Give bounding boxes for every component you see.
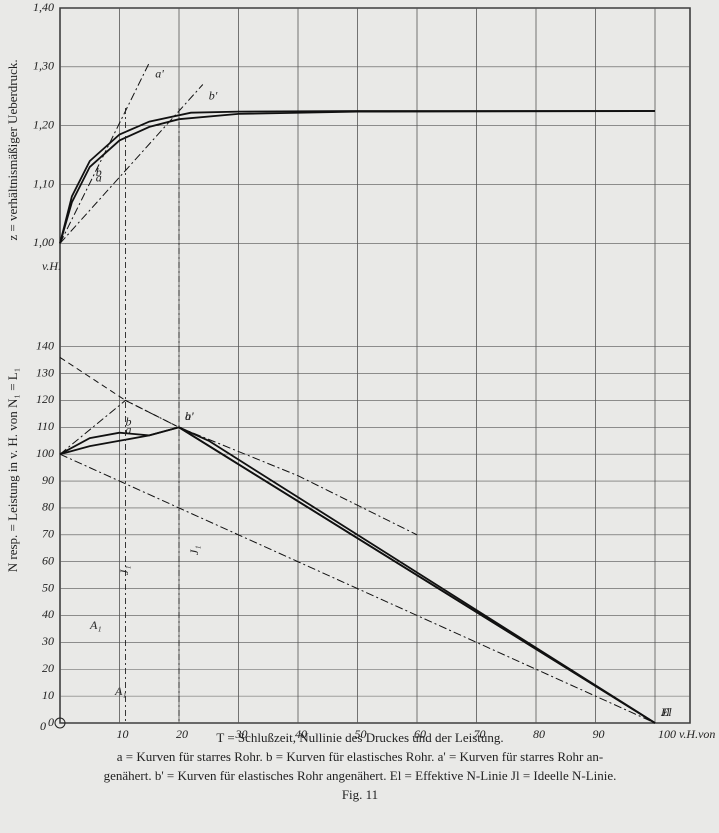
caption: genähert. b' = Kurven für elastisches Ro… [104, 768, 617, 783]
series-label: Jl [661, 705, 670, 719]
annotation: J₁ [117, 566, 131, 576]
series-label: a [126, 423, 132, 437]
caption: T = Schlußzeit, Nullinie des Druckes und… [216, 730, 503, 745]
annotation: A₁ [114, 684, 127, 698]
y-tick-label: 80 [42, 500, 54, 514]
x-tick-label: 20 [176, 727, 188, 741]
series-label: a' [185, 409, 194, 423]
y-tick-label: 100 [36, 446, 54, 460]
series-label: b' [209, 88, 218, 102]
x-tick-label: 90 [593, 727, 605, 741]
y2-tick-label: 1,40 [33, 0, 54, 14]
y-tick-label: 70 [42, 527, 54, 541]
y-tick-label: 60 [42, 553, 54, 567]
x-tick-label: 30 [235, 727, 248, 741]
y2-tick-label: 1,10 [33, 176, 54, 190]
x-tick-label: 50 [355, 727, 367, 741]
series-label: a' [155, 66, 164, 80]
series-line [59, 110, 655, 244]
series-line [59, 62, 150, 244]
origin-mark [54, 717, 66, 729]
x-tick-label: 100 v.H.von T [658, 727, 719, 741]
y-tick-label: 20 [42, 661, 54, 675]
annotation: J₁ [187, 546, 201, 556]
series-label: a [96, 171, 102, 185]
series-line [59, 426, 656, 724]
y2-tick-label: 1,30 [33, 59, 54, 73]
x-tick-label: 40 [295, 727, 307, 741]
x-tick-label: 70 [474, 727, 486, 741]
series-line [59, 110, 656, 244]
series-line [178, 426, 656, 724]
y-tick-label: 30 [41, 634, 54, 648]
y-tick-label: 110 [37, 419, 54, 433]
annotation: A₁ [89, 618, 102, 632]
y-tick-label: 120 [36, 392, 54, 406]
x-tick-label: 10 [117, 727, 129, 741]
origin-label: 0 [40, 719, 46, 733]
series-label: b [126, 414, 132, 428]
caption: a = Kurven für starres Rohr. b = Kurven … [117, 749, 603, 764]
y-tick-label: 0 [48, 715, 54, 729]
x-tick-label: 80 [533, 727, 545, 741]
y2-unit: v.H. [42, 259, 61, 273]
x-tick-label: 60 [414, 727, 426, 741]
y2-axis-label: z = verhältnismäßiger Ueberdruck. [5, 59, 20, 240]
y-tick-label: 10 [42, 688, 54, 702]
y-tick-label: 140 [36, 338, 54, 352]
series-line [59, 84, 204, 244]
y2-tick-label: 1,20 [33, 117, 54, 131]
y2-tick-label: 1,00 [33, 235, 54, 249]
series-label: b' [185, 409, 194, 423]
series-label: El [660, 705, 672, 719]
y-axis-label: N resp. = Leistung in v. H. von N₁ = L₁ [5, 368, 20, 573]
series-line [59, 453, 656, 724]
y-tick-label: 50 [42, 580, 54, 594]
y-tick-label: 40 [42, 607, 54, 621]
y-tick-label: 130 [36, 365, 54, 379]
y-tick-label: 90 [42, 473, 54, 487]
series-label: b [96, 165, 102, 179]
caption: Fig. 11 [342, 787, 378, 802]
